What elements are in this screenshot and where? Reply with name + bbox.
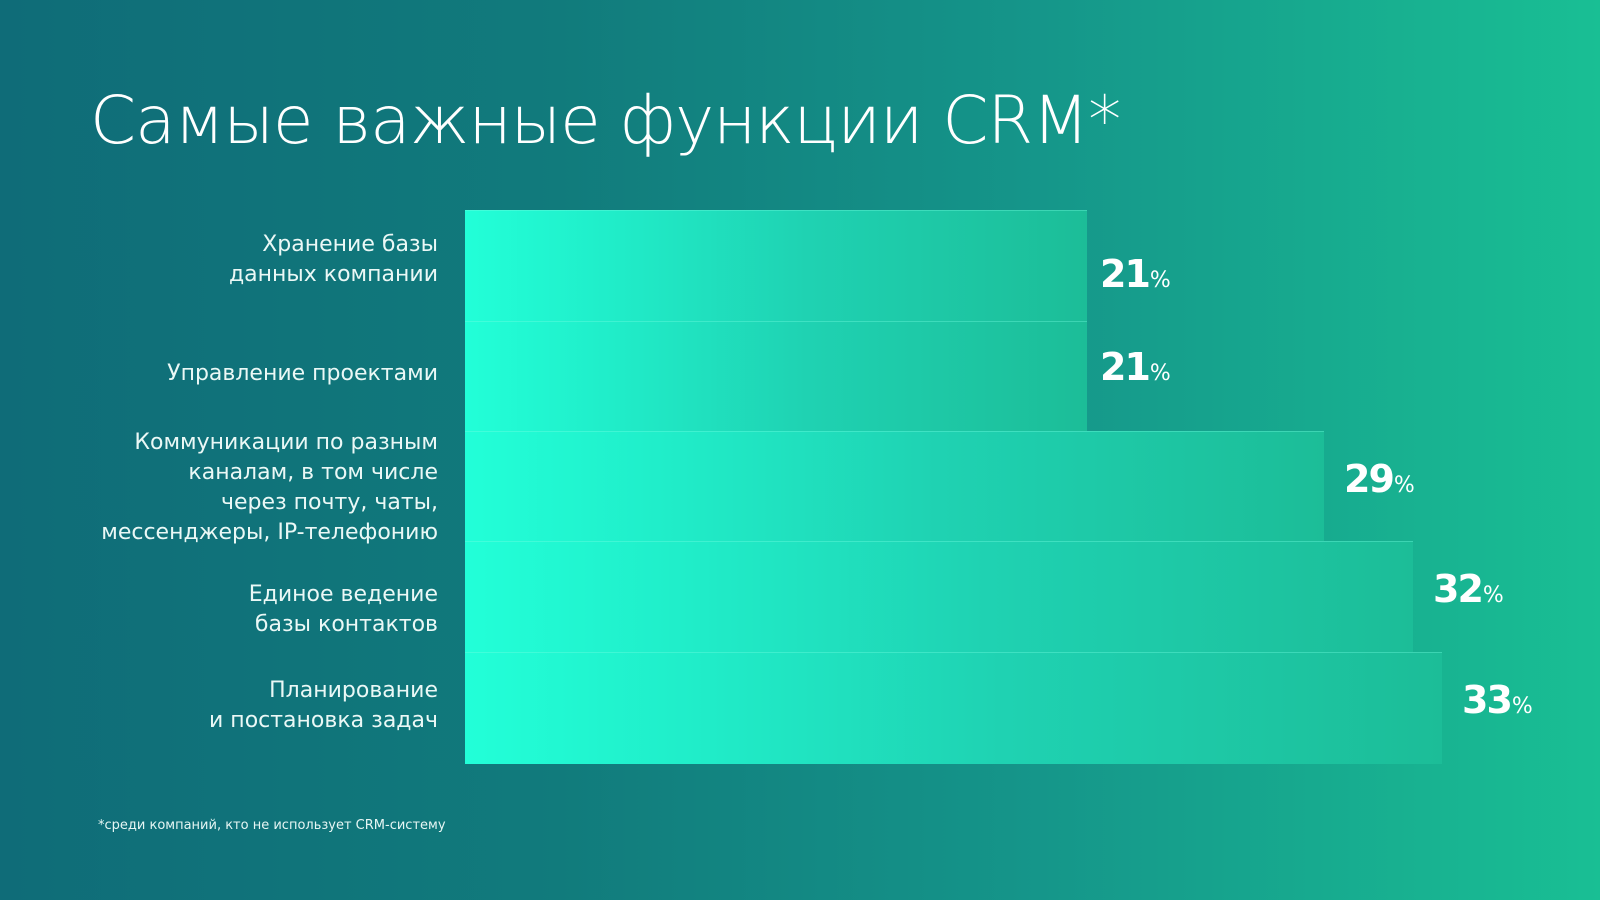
value-unit: % bbox=[1393, 473, 1415, 498]
bar-value: 21% bbox=[1100, 345, 1171, 389]
value-unit: % bbox=[1511, 694, 1533, 719]
bar bbox=[465, 541, 1413, 653]
bar-label: Коммуникации по разным каналам, в том чи… bbox=[101, 430, 438, 545]
value-unit: % bbox=[1149, 268, 1171, 293]
bar-value: 29% bbox=[1344, 457, 1415, 501]
footnote: *среди компаний, кто не использует CRM-с… bbox=[98, 818, 446, 833]
value-number: 29 bbox=[1344, 457, 1395, 501]
bar bbox=[465, 652, 1442, 764]
value-number: 33 bbox=[1462, 678, 1513, 722]
value-number: 21 bbox=[1100, 252, 1151, 296]
bar bbox=[465, 210, 1087, 322]
value-number: 21 bbox=[1100, 345, 1151, 389]
slide-title: Самые важные функции CRM* bbox=[90, 82, 1121, 159]
bar-label: Хранение базы данных компании bbox=[228, 232, 438, 287]
value-unit: % bbox=[1149, 361, 1171, 386]
bar-label: Управление проектами bbox=[167, 361, 438, 386]
bar-value: 32% bbox=[1433, 567, 1504, 611]
bar bbox=[465, 321, 1087, 432]
value-number: 32 bbox=[1433, 567, 1484, 611]
bar-label: Планирование и постановка задач bbox=[209, 678, 438, 733]
bar-label: Единое ведение базы контактов bbox=[248, 582, 438, 637]
bar-value: 33% bbox=[1462, 678, 1533, 722]
bar-value: 21% bbox=[1100, 252, 1171, 296]
bar bbox=[465, 431, 1324, 542]
value-unit: % bbox=[1482, 583, 1504, 608]
